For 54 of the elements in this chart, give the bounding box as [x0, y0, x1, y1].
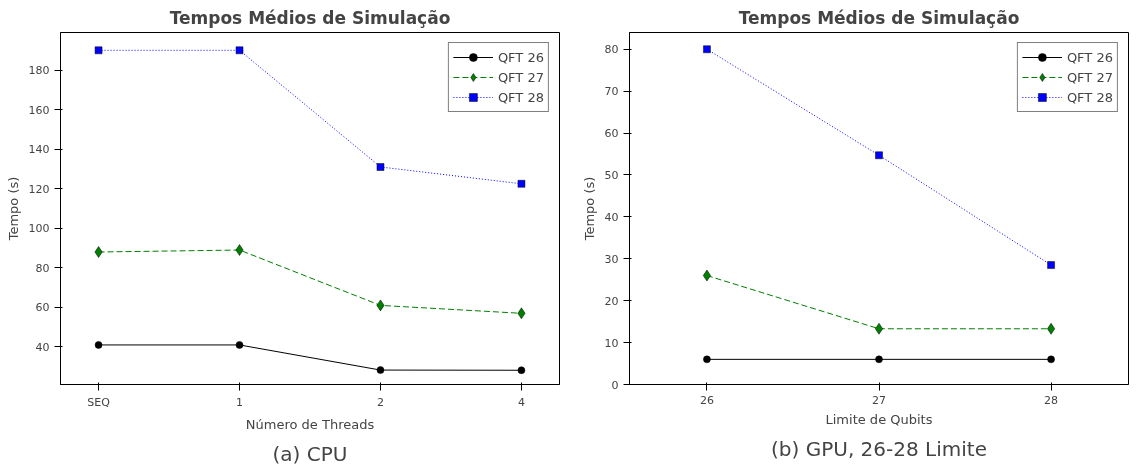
point — [235, 244, 244, 256]
point — [517, 366, 526, 374]
legend-label: QFT 27 — [497, 69, 544, 85]
point — [517, 180, 526, 188]
y-tick-label: 180 — [28, 64, 50, 78]
legend-label: QFT 28 — [497, 89, 544, 105]
x-tick-label: 4 — [517, 395, 525, 409]
x-tick-label: 1 — [236, 395, 244, 409]
legend-label: QFT 26 — [1066, 49, 1113, 65]
text: (b) GPU, 26-28 Limite — [771, 436, 987, 461]
point — [94, 46, 103, 55]
y-tick-label: 160 — [28, 103, 50, 117]
y-tick-label: 70 — [604, 85, 619, 99]
point — [875, 151, 883, 160]
y-tick-label: 60 — [604, 127, 619, 141]
legend-label: QFT 26 — [497, 49, 544, 65]
x-axis-title: Limite de Qubits — [825, 411, 933, 427]
x-tick-label: 26 — [699, 393, 714, 407]
y-tick-label: 80 — [604, 43, 619, 57]
legend-label: QFT 28 — [1066, 89, 1113, 105]
y-tick-label: 30 — [604, 252, 619, 266]
point — [94, 341, 103, 349]
x-tick-label: 28 — [1044, 393, 1059, 407]
y-tick-label: 80 — [35, 261, 50, 275]
legend-label: QFT 27 — [1066, 69, 1113, 85]
x-axis-title: Número de Threads — [245, 416, 375, 432]
point — [376, 366, 385, 374]
x-tick-label: SEQ — [87, 395, 111, 409]
x-tick-label: 27 — [872, 393, 886, 407]
y-tick-label: 60 — [35, 301, 50, 315]
point — [235, 46, 244, 55]
y-tick-label: 140 — [28, 143, 50, 157]
y-axis-title: Tempo (s) — [581, 176, 597, 242]
y-tick-label: 100 — [28, 222, 50, 236]
y-axis-title: Tempo (s) — [5, 176, 21, 242]
y-tick-label: 20 — [604, 294, 619, 308]
point — [1047, 261, 1055, 269]
y-tick-label: 40 — [35, 340, 50, 354]
y-tick-label: 50 — [604, 168, 619, 182]
point — [875, 355, 883, 364]
point — [376, 163, 385, 171]
y-tick-label: 0 — [611, 378, 619, 392]
text: (a) CPU — [272, 441, 348, 466]
x-tick-label: 2 — [376, 395, 384, 409]
point — [94, 246, 103, 258]
chart-title: Tempos Médios de Simulação — [169, 7, 451, 28]
y-tick-label: 40 — [604, 210, 619, 224]
chart-title: Tempos Médios de Simulação — [738, 7, 1020, 28]
point — [703, 355, 711, 364]
point — [1047, 355, 1055, 364]
y-tick-label: 10 — [604, 336, 619, 350]
y-tick-label: 120 — [28, 182, 50, 196]
point — [235, 341, 244, 349]
point — [703, 45, 711, 54]
